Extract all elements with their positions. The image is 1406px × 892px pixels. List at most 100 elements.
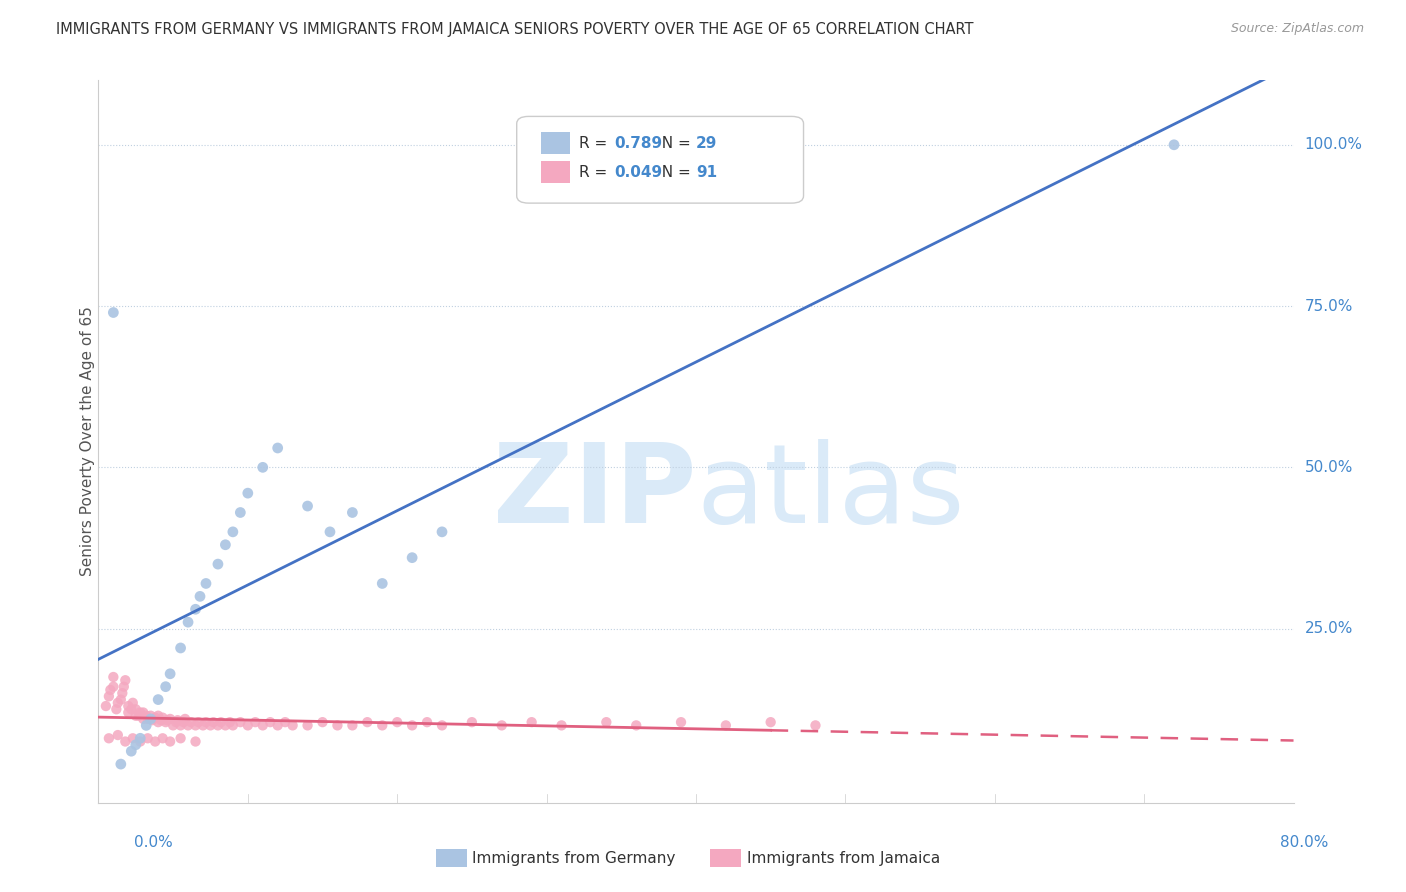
Point (804, 718, 827, 732)
Point (222, 524, 245, 539)
Point (177, 718, 200, 732)
Point (274, 715, 297, 730)
Point (1163, 137, 1185, 152)
Point (669, 715, 692, 730)
Point (169, 640, 191, 655)
Point (139, 712, 162, 726)
Point (136, 731, 159, 746)
Text: 0.0%: 0.0% (134, 836, 173, 850)
Text: Source: ZipAtlas.com: Source: ZipAtlas.com (1230, 22, 1364, 36)
Text: 0.049: 0.049 (614, 164, 662, 179)
Point (155, 715, 177, 730)
Point (207, 557, 229, 571)
Point (162, 718, 184, 732)
Point (191, 718, 214, 732)
Point (236, 486, 259, 500)
Point (219, 715, 242, 730)
Point (236, 718, 259, 732)
Point (103, 670, 125, 684)
Text: R =: R = (579, 164, 612, 179)
Point (209, 715, 232, 730)
Point (245, 715, 267, 730)
Point (132, 706, 155, 720)
Text: Immigrants from Germany: Immigrants from Germany (472, 851, 676, 865)
Point (430, 524, 453, 539)
Point (107, 728, 129, 742)
Point (143, 734, 166, 748)
Point (169, 718, 191, 732)
Point (156, 713, 179, 727)
Point (165, 715, 187, 730)
Point (135, 718, 157, 732)
Text: Immigrants from Jamaica: Immigrants from Jamaica (747, 851, 939, 865)
Point (356, 715, 378, 730)
Text: 50.0%: 50.0% (1305, 460, 1353, 475)
Point (173, 715, 195, 730)
Point (371, 576, 394, 591)
Point (97, 731, 120, 746)
Point (103, 305, 125, 319)
Point (120, 744, 142, 758)
Point (342, 718, 364, 732)
Point (94, 699, 117, 714)
Point (311, 715, 333, 730)
Point (148, 715, 170, 730)
Point (297, 718, 319, 732)
Point (110, 692, 132, 706)
Point (430, 718, 453, 732)
Point (148, 692, 170, 706)
Point (297, 499, 319, 513)
Text: 100.0%: 100.0% (1305, 137, 1362, 153)
Point (148, 708, 170, 723)
Point (371, 718, 394, 732)
Point (129, 734, 152, 748)
Point (159, 666, 181, 681)
Point (259, 715, 281, 730)
Point (229, 506, 252, 520)
FancyBboxPatch shape (541, 161, 571, 183)
Point (184, 718, 207, 732)
Point (103, 680, 125, 694)
Text: atlas: atlas (696, 439, 965, 546)
Point (267, 718, 290, 732)
Point (152, 711, 174, 725)
Point (129, 706, 152, 720)
Point (520, 715, 543, 730)
Text: R =: R = (579, 136, 612, 151)
Point (139, 708, 162, 723)
Text: IMMIGRANTS FROM GERMANY VS IMMIGRANTS FROM JAMAICA SENIORS POVERTY OVER THE AGE : IMMIGRANTS FROM GERMANY VS IMMIGRANTS FR… (56, 22, 974, 37)
Point (125, 738, 148, 752)
Point (105, 702, 128, 716)
Point (714, 718, 737, 732)
Text: 91: 91 (696, 164, 717, 179)
Y-axis label: Seniors Poverty Over the Age of 65: Seniors Poverty Over the Age of 65 (80, 307, 94, 576)
Text: 0.789: 0.789 (614, 136, 662, 151)
Point (112, 680, 135, 694)
Point (117, 699, 139, 714)
Point (200, 718, 222, 732)
Point (326, 718, 349, 732)
Point (267, 441, 290, 455)
Point (550, 718, 572, 732)
Point (461, 715, 484, 730)
Text: 29: 29 (696, 136, 717, 151)
Point (110, 757, 132, 772)
Point (195, 576, 218, 591)
Point (281, 718, 304, 732)
Text: N =: N = (652, 136, 696, 151)
Point (174, 712, 197, 726)
Text: 75.0%: 75.0% (1305, 299, 1353, 314)
Point (114, 673, 136, 688)
Point (97, 690, 120, 704)
FancyBboxPatch shape (517, 117, 804, 203)
Point (214, 718, 236, 732)
Point (114, 734, 136, 748)
Point (155, 680, 177, 694)
Point (319, 524, 342, 539)
Point (166, 713, 188, 727)
Point (184, 602, 207, 616)
Point (252, 718, 274, 732)
Point (180, 715, 202, 730)
Point (195, 715, 218, 730)
Point (214, 538, 236, 552)
